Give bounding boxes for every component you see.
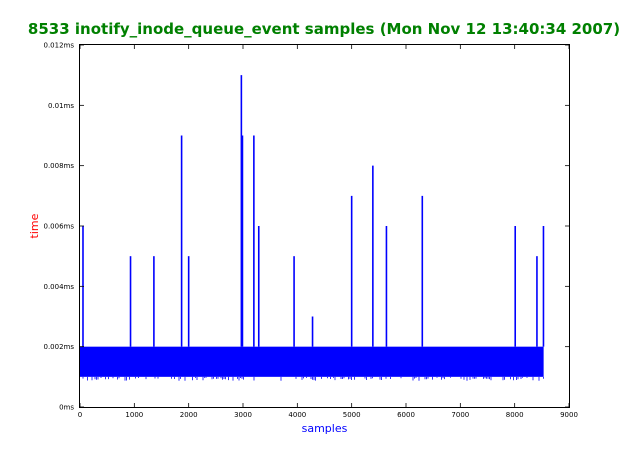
series-layer	[80, 75, 545, 381]
x-tick-label: 1000	[125, 411, 143, 419]
y-tick-label: 0.002ms	[43, 343, 74, 351]
baseline-noise	[82, 376, 544, 381]
x-tick-label: 2000	[180, 411, 198, 419]
y-tick-label: 0.006ms	[43, 223, 74, 231]
x-tick-label: 4000	[288, 411, 306, 419]
chart-title: 8533 inotify_inode_queue_event samples (…	[28, 20, 620, 38]
y-tick-label: 0ms	[59, 404, 74, 412]
x-axis-label: samples	[302, 422, 348, 435]
y-tick-label: 0.01ms	[48, 102, 74, 110]
y-tick-label: 0.004ms	[43, 283, 74, 291]
y-tick-label: 0.012ms	[43, 42, 74, 50]
y-tick-label: 0.008ms	[43, 162, 74, 170]
x-tick-label: 3000	[234, 411, 252, 419]
baseline-band	[80, 346, 544, 377]
x-tick-label: 0	[78, 411, 82, 419]
x-tick-label: 7000	[451, 411, 469, 419]
x-tick-label: 5000	[343, 411, 361, 419]
tick-layer: 0 1000 2000 3000 4000 5000 6000 7000 8000 9000 0ms…	[43, 42, 577, 420]
y-axis-label: time	[28, 213, 41, 238]
x-tick-label: 6000	[397, 411, 415, 419]
x-tick-label: 8000	[506, 411, 524, 419]
x-tick-label: 9000	[560, 411, 578, 419]
